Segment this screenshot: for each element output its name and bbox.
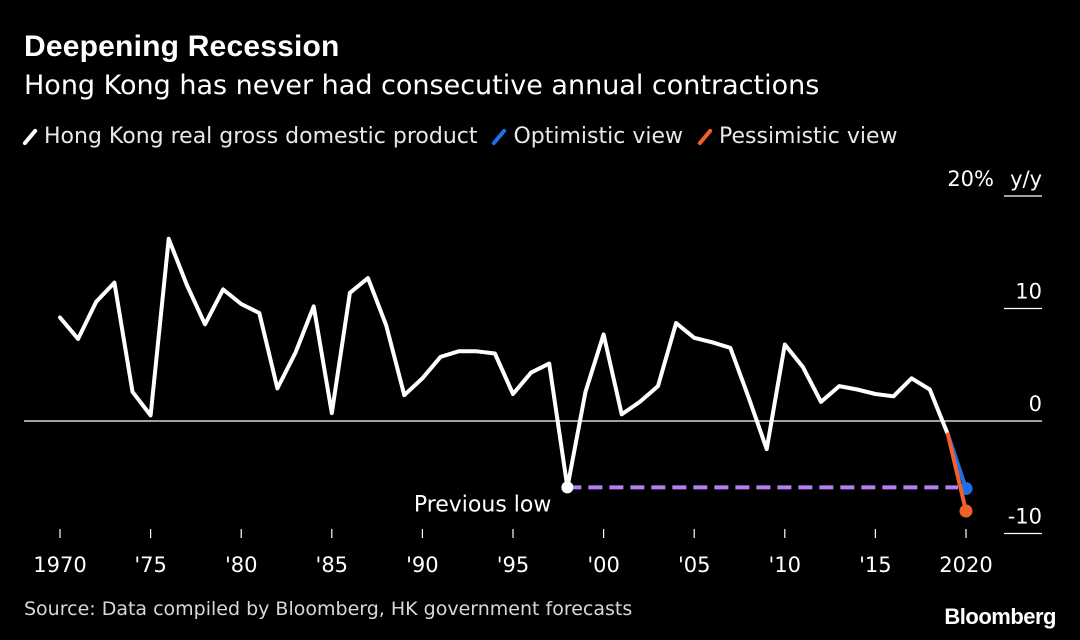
x-tick-label-2015: '15 bbox=[859, 553, 892, 577]
chart-subtitle: Hong Kong has never had consecutive annu… bbox=[24, 70, 820, 101]
x-tick-label-2005: '05 bbox=[678, 553, 711, 577]
legend-label-pessimistic: Pessimistic view bbox=[719, 124, 898, 149]
series-layer bbox=[58, 236, 973, 518]
x-tick-label-1990: '90 bbox=[406, 553, 439, 577]
x-tick-label-1975: '75 bbox=[134, 553, 167, 577]
legend-label-gdp: Hong Kong real gross domestic product bbox=[44, 124, 478, 149]
legend-item-pessimistic: Pessimistic view bbox=[697, 124, 898, 149]
chart-legend: Hong Kong real gross domestic product Op… bbox=[22, 124, 914, 149]
y-tick-label-0: 0 bbox=[1029, 392, 1042, 416]
x-tick-label-2000: '00 bbox=[587, 553, 620, 577]
source-note: Source: Data compiled by Bloomberg, HK g… bbox=[24, 598, 633, 620]
x-tick-label-1970: 1970 bbox=[33, 553, 86, 577]
x-tick-label-1985: '85 bbox=[316, 553, 349, 577]
x-tick-label-2020: 2020 bbox=[939, 553, 992, 577]
pessimistic-line bbox=[945, 432, 968, 513]
axes-layer: 20% 10 0 -10 y/y 1970 '75 '80 '85 '90 '95 '00 '05 '10… bbox=[24, 167, 1042, 577]
legend-label-optimistic: Optimistic view bbox=[513, 124, 683, 149]
pessimistic-endpoint bbox=[959, 504, 973, 518]
legend-item-gdp: Hong Kong real gross domestic product bbox=[22, 124, 478, 149]
reference-layer bbox=[561, 481, 958, 494]
x-tick-label-1980: '80 bbox=[225, 553, 258, 577]
bloomberg-logo: Bloomberg bbox=[944, 604, 1056, 629]
y-unit-label: y/y bbox=[1010, 167, 1042, 191]
y-tick-label-neg10: -10 bbox=[1008, 505, 1042, 529]
label-layer: Previous low bbox=[414, 492, 552, 517]
y-tick-label-10: 10 bbox=[1015, 280, 1042, 304]
previous-low-label: Previous low bbox=[414, 492, 552, 517]
x-tick-label-2010: '10 bbox=[769, 553, 802, 577]
legend-item-optimistic: Optimistic view bbox=[491, 124, 683, 149]
chart-title: Deepening Recession bbox=[24, 30, 340, 63]
x-tick-label-1995: '95 bbox=[497, 553, 530, 577]
gdp-line bbox=[58, 236, 950, 490]
y-tick-label-20: 20% bbox=[947, 167, 994, 191]
